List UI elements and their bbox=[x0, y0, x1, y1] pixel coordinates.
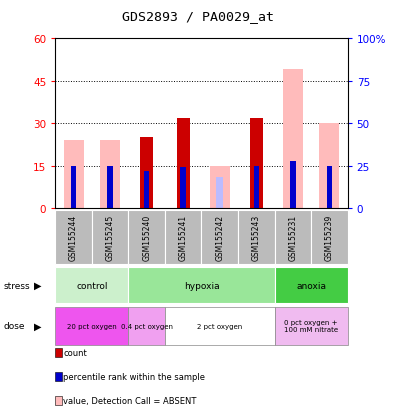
Text: GSM155245: GSM155245 bbox=[105, 214, 115, 261]
Text: dose: dose bbox=[4, 321, 25, 330]
Bar bbox=[177, 118, 190, 209]
Bar bbox=[64, 141, 84, 209]
Bar bbox=[254, 166, 259, 209]
Text: 20 pct oxygen: 20 pct oxygen bbox=[67, 323, 117, 329]
Text: 2 pct oxygen: 2 pct oxygen bbox=[197, 323, 243, 329]
Bar bbox=[71, 166, 76, 209]
Bar bbox=[210, 166, 230, 209]
Text: GSM155243: GSM155243 bbox=[252, 214, 261, 261]
Text: percentile rank within the sample: percentile rank within the sample bbox=[63, 372, 205, 381]
Text: count: count bbox=[63, 348, 87, 357]
Bar bbox=[216, 178, 224, 209]
Bar bbox=[250, 118, 263, 209]
Text: ▶: ▶ bbox=[34, 280, 41, 290]
Text: 0.4 pct oxygen: 0.4 pct oxygen bbox=[120, 323, 173, 329]
Text: GDS2893 / PA0029_at: GDS2893 / PA0029_at bbox=[122, 10, 273, 23]
Text: GSM155241: GSM155241 bbox=[179, 214, 188, 261]
Text: GSM155242: GSM155242 bbox=[215, 214, 224, 261]
Bar bbox=[144, 171, 149, 209]
Bar bbox=[319, 124, 339, 209]
Bar bbox=[181, 168, 186, 209]
Bar bbox=[283, 70, 303, 209]
Bar bbox=[327, 166, 332, 209]
Text: anoxia: anoxia bbox=[296, 281, 326, 290]
Text: hypoxia: hypoxia bbox=[184, 281, 219, 290]
Bar bbox=[100, 141, 120, 209]
Text: stress: stress bbox=[4, 281, 30, 290]
Text: control: control bbox=[76, 281, 107, 290]
Text: value, Detection Call = ABSENT: value, Detection Call = ABSENT bbox=[63, 396, 196, 405]
Bar bbox=[140, 138, 153, 209]
Bar bbox=[107, 166, 113, 209]
Bar bbox=[290, 161, 295, 209]
Text: ▶: ▶ bbox=[34, 321, 41, 331]
Text: GSM155244: GSM155244 bbox=[69, 214, 78, 261]
Text: GSM155240: GSM155240 bbox=[142, 214, 151, 261]
Text: 0 pct oxygen +
100 mM nitrate: 0 pct oxygen + 100 mM nitrate bbox=[284, 319, 338, 332]
Text: GSM155239: GSM155239 bbox=[325, 214, 334, 261]
Text: GSM155231: GSM155231 bbox=[288, 214, 297, 261]
